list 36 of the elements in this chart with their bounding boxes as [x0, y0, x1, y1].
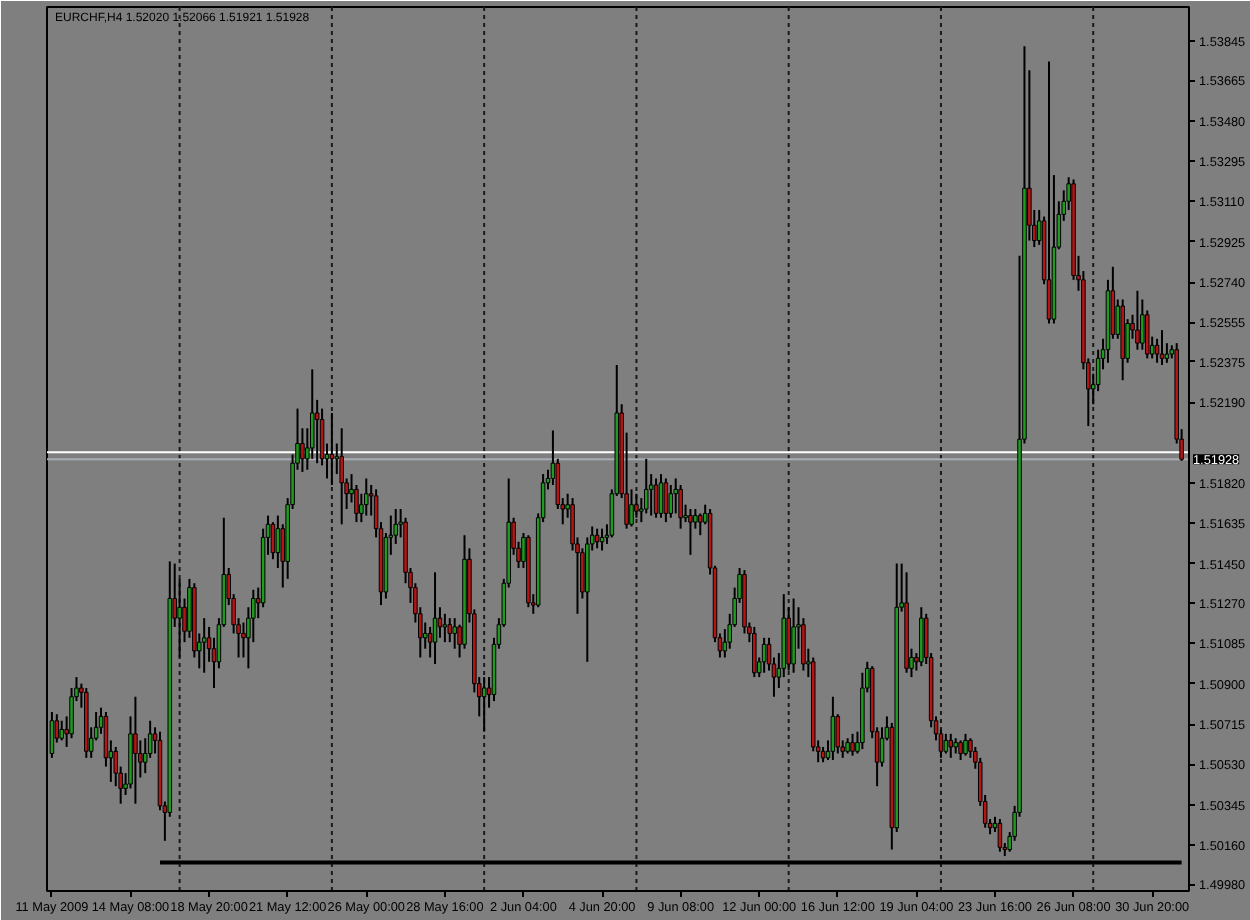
candlestick: [452, 617, 457, 650]
candlestick: [339, 427, 344, 526]
candlestick: [643, 457, 649, 515]
candlestick: [943, 732, 949, 755]
candlestick: [668, 484, 674, 519]
candlestick: [634, 492, 639, 519]
candlestick: [658, 473, 664, 519]
candlestick: [678, 484, 683, 530]
candlestick: [653, 477, 659, 519]
candlestick: [997, 817, 1003, 853]
candlestick: [329, 411, 335, 487]
candlestick: [963, 732, 968, 757]
candlestick: [1046, 60, 1052, 325]
candlestick: [830, 695, 836, 762]
candlestick: [447, 617, 453, 644]
candlestick: [761, 636, 767, 674]
candlestick: [698, 512, 703, 537]
candlestick: [850, 732, 855, 757]
candlestick: [791, 597, 796, 674]
candlestick: [1135, 289, 1140, 351]
candlestick: [201, 617, 207, 674]
candlestick: [688, 508, 693, 556]
candlestick: [133, 695, 138, 805]
candlestick: [1140, 298, 1145, 351]
candlestick: [919, 606, 924, 668]
candlestick: [594, 527, 600, 550]
candlestick: [663, 477, 669, 524]
candlestick: [948, 732, 954, 759]
candlestick: [958, 739, 963, 762]
candlestick: [442, 612, 448, 644]
candlestick: [59, 719, 64, 742]
candlestick: [752, 625, 757, 679]
candlestick: [364, 477, 369, 517]
candlestick: [1154, 337, 1160, 364]
candlestick: [481, 676, 487, 733]
candlestick: [1159, 329, 1165, 366]
